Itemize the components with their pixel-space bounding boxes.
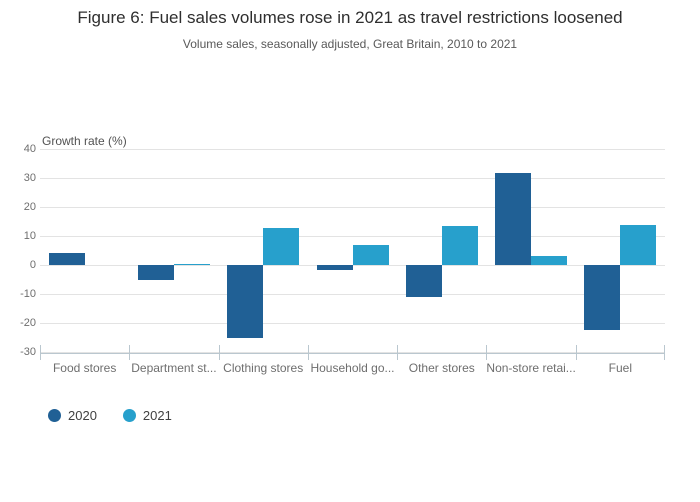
y-tick-label-0: 0 [29,259,36,271]
y-tick-label--20: -20 [20,317,36,329]
y-tick-label-20: 20 [23,201,36,213]
x-axis-tick [486,345,488,360]
x-axis-tick [40,345,41,360]
bar-2020-other-stores[interactable] [405,265,442,298]
chart-title: Figure 6: Fuel sales volumes rose in 202… [77,8,623,27]
y-tick-label-30: 30 [23,172,36,184]
y-tick-label-10: 10 [23,230,36,242]
bar-2021-non-store-retai-[interactable] [531,256,568,265]
x-category-label-6: Fuel [608,361,633,375]
legend-label-2020: 2020 [68,407,97,423]
gridline-y--20 [40,322,665,324]
plot-area: Food stores Department st... Clothing stor… [40,148,665,375]
bar-2021-clothing-stores[interactable] [263,227,300,265]
x-category-label-3: Household go... [310,361,395,375]
gridline-y--10 [40,293,665,295]
gridline-y-0 [40,264,665,266]
y-tick-label--10: -10 [20,288,36,300]
legend-label-2021: 2021 [142,407,172,423]
bar-2020-clothing-stores[interactable] [227,265,264,339]
gridline-y-30 [40,177,665,179]
x-axis-tick [397,345,399,360]
y-axis-title: Growth rate (%) [42,134,127,148]
bar-2020-department-st-[interactable] [137,265,174,281]
x-axis-tick [575,345,577,360]
gridline-y--30 [40,351,665,353]
bar-2020-household-go-[interactable] [316,265,353,270]
y-tick-label--30: -30 [20,346,36,358]
x-category-label-1: Department st... [131,361,217,375]
x-category-label-4: Other stores [408,361,475,375]
bar-2020-non-store-retai-[interactable] [495,173,532,265]
x-axis-tick [129,345,131,360]
legend-item-2020[interactable]: 2020 [48,408,97,423]
x-axis-tick [307,345,309,360]
chart-subtitle: Volume sales, seasonally adjusted, Great… [182,37,518,51]
legend-item-2021[interactable]: 2021 [122,407,172,423]
x-category-label-0: Food stores [52,361,117,375]
bar-2021-fuel[interactable] [620,224,657,265]
x-axis-tick [664,345,665,360]
legend-swatch-2020 [48,408,61,422]
bar-2020-fuel[interactable] [584,265,621,330]
bar-2021-household-go-[interactable] [352,244,389,265]
gridline-y-20 [40,206,665,208]
x-axis-tick [218,345,220,360]
gridline-y-40 [40,148,665,150]
bar-2020-food-stores[interactable] [48,252,85,265]
legend: 2020 2021 [48,407,172,423]
y-tick-label-40: 40 [23,143,36,155]
legend-swatch-2021 [122,408,136,422]
bar-2021-department-st-[interactable] [173,263,210,265]
x-category-label-2: Clothing stores [223,361,304,375]
x-category-label-5: Non-store retai... [486,361,576,375]
y-axis-tick-labels: 40 30 20 10 0 -10 -20 -30 [0,143,36,358]
bar-2021-other-stores[interactable] [441,226,478,265]
x-axis-line [40,353,665,354]
gridline-y-10 [40,235,665,237]
